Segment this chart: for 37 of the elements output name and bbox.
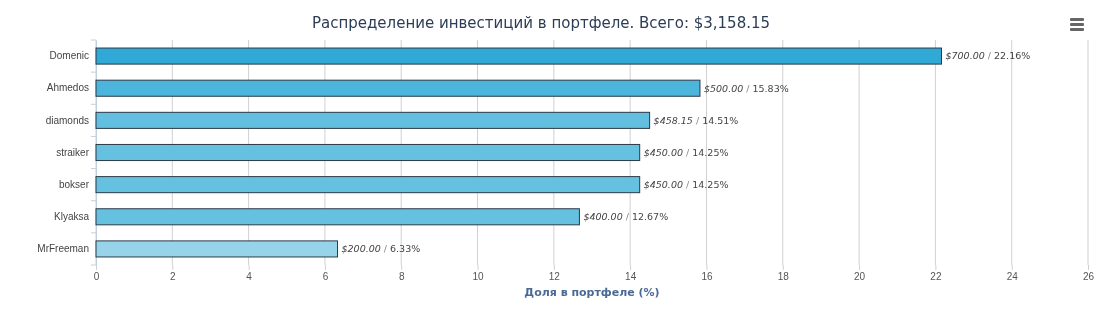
y-tick-label: straiker <box>56 146 90 158</box>
x-tick-label: 12 <box>548 271 561 283</box>
data-label: $200.00 / 6.33% <box>341 243 421 255</box>
x-tick-label: 4 <box>246 271 253 283</box>
bar <box>95 79 701 97</box>
bar <box>95 176 641 194</box>
y-tick-label: Klyaksa <box>53 210 90 222</box>
data-label: $450.00 / 14.25% <box>643 178 729 190</box>
data-label: $700.00 / 22.16% <box>945 50 1031 62</box>
y-tick-label: Domenic <box>49 50 89 62</box>
x-tick-label: 16 <box>701 271 713 283</box>
y-tick-label: bokser <box>58 178 90 190</box>
x-tick-label: 18 <box>777 271 790 283</box>
x-tick-label: 10 <box>472 271 485 283</box>
bar <box>95 208 580 226</box>
x-tick-label: 20 <box>854 271 866 283</box>
bar <box>95 240 339 258</box>
bar <box>95 111 651 129</box>
x-tick-label: 0 <box>93 271 100 283</box>
y-tick-label: diamonds <box>45 114 89 126</box>
bar <box>95 143 641 162</box>
x-tick-label: 2 <box>170 271 177 283</box>
x-tick-label: 24 <box>1006 271 1019 283</box>
chart-title: Распределение инвестиций в портфеле. Всего: $3,158.15 <box>311 14 771 32</box>
data-label: $458.15 / 14.51% <box>653 114 739 126</box>
x-axis-title: Доля в портфеле (%) <box>524 286 660 299</box>
data-label: $500.00 / 15.83% <box>703 82 789 94</box>
x-tick-label: 8 <box>398 271 405 283</box>
data-label: $400.00 / 12.67% <box>583 211 669 223</box>
data-label: $450.00 / 14.25% <box>643 146 729 158</box>
x-tick-label: 14 <box>625 271 637 283</box>
x-tick-label: 6 <box>322 271 329 283</box>
y-tick-label: Ahmedos <box>46 82 89 94</box>
x-tick-label: 26 <box>1082 271 1095 283</box>
y-tick-label: MrFreeman <box>37 243 89 255</box>
bar <box>95 47 942 65</box>
x-tick-label: 22 <box>930 271 942 283</box>
